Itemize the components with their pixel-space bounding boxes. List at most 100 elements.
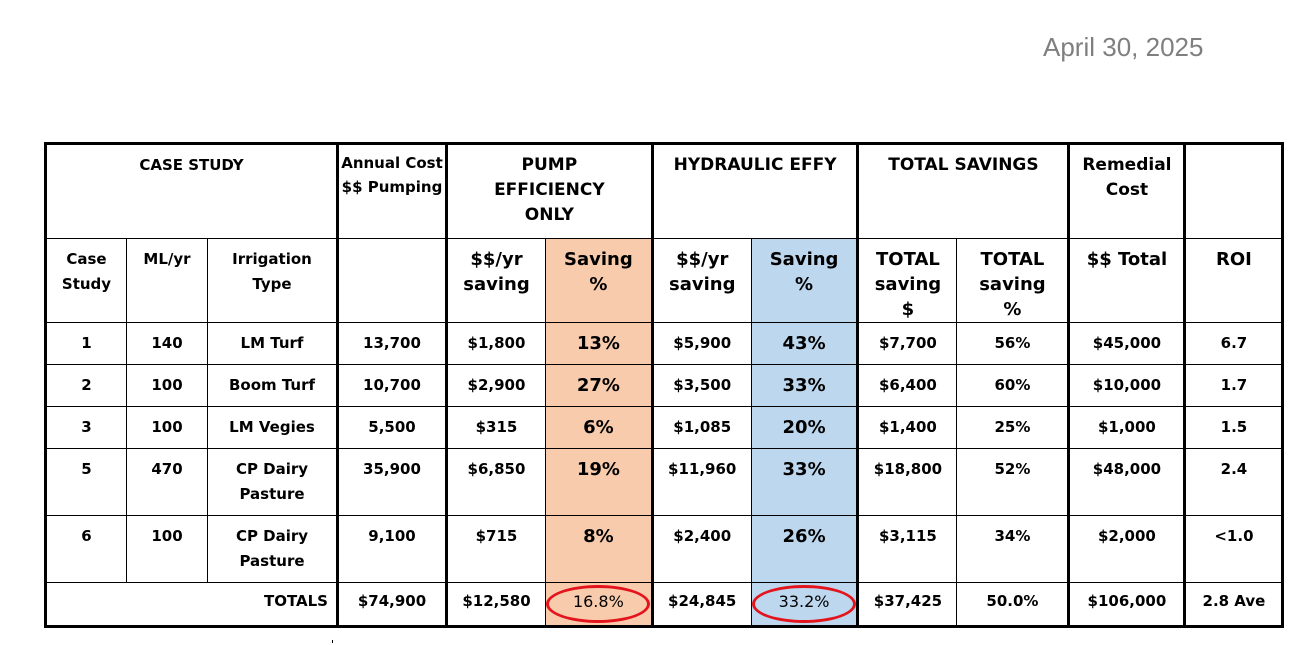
totals-roi: 2.8 Ave [1184,582,1284,627]
cell-case: 6 [45,515,127,583]
header-total-savings: TOTAL SAVINGS [857,143,1071,239]
cell-total-pct: 56% [956,322,1071,365]
cell-hyd-saving: $11,960 [651,448,752,516]
cell-pump-saving: $6,850 [446,448,546,516]
subheader-pump-saving-pct: Saving % [545,238,654,323]
cell-pump-saving: $315 [446,406,546,449]
case-study-table: CASE STUDY Annual Cost $$ Pumping PUMP E… [44,142,1285,628]
cell-case: 5 [45,448,127,516]
cell-hyd-pct: 43% [750,322,860,365]
cell-total-saving: $1,400 [857,406,958,449]
cell-ml: 100 [126,406,208,449]
totals-hyd-pct: 33.2% [778,592,830,611]
cell-pump-saving: $715 [446,515,546,583]
cell-type: LM Vegies [207,406,339,449]
cell-hyd-saving: $5,900 [651,322,752,365]
table-row: 5 470 CP Dairy Pasture 35,900 $6,850 19%… [45,448,1284,516]
header-case-study: CASE STUDY [45,143,339,239]
cell-roi: 2.4 [1184,448,1284,516]
red-circle-annotation [546,585,650,623]
totals-remedial: $106,000 [1068,582,1187,627]
subheader-hyd-saving: $$/yr saving [651,238,752,323]
table-row: 6 100 CP Dairy Pasture 9,100 $715 8% $2,… [45,515,1284,583]
cell-roi: 6.7 [1184,322,1284,365]
stray-mark [332,640,333,643]
cell-type: Boom Turf [207,364,339,407]
subheader-annual-blank [337,238,448,323]
cell-annual: 5,500 [337,406,448,449]
cell-case: 3 [45,406,127,449]
cell-remedial: $45,000 [1068,322,1187,365]
cell-type: CP Dairy Pasture [207,448,339,516]
cell-case: 2 [45,364,127,407]
cell-case: 1 [45,322,127,365]
table-row: 2 100 Boom Turf 10,700 $2,900 27% $3,500… [45,364,1284,407]
cell-hyd-pct: 26% [750,515,860,583]
header-annual-cost: Annual Cost $$ Pumping [337,143,448,239]
cell-pump-pct: 8% [545,515,654,583]
cell-total-pct: 52% [956,448,1071,516]
cell-pump-pct: 27% [545,364,654,407]
cell-ml: 100 [126,364,208,407]
cell-roi: 1.5 [1184,406,1284,449]
totals-label: TOTALS [45,582,339,627]
totals-row: TOTALS $74,900 $12,580 16.8% $24,845 33.… [45,582,1284,627]
subheader-roi: ROI [1184,238,1284,323]
totals-hyd-saving: $24,845 [651,582,752,627]
subheader-total-saving-dollar: TOTAL saving $ [857,238,958,323]
cell-remedial: $1,000 [1068,406,1187,449]
subheader-hyd-saving-pct: Saving % [750,238,860,323]
date-label: April 30, 2025 [1043,32,1204,62]
header-hydraulic-effy: HYDRAULIC EFFY [651,143,860,239]
totals-pump-pct-cell: 16.8% [545,582,654,627]
table-row: 1 140 LM Turf 13,700 $1,800 13% $5,900 4… [45,322,1284,365]
totals-total-pct: 50.0% [956,582,1071,627]
cell-total-saving: $7,700 [857,322,958,365]
cell-roi: 1.7 [1184,364,1284,407]
subheader-total-saving-pct: TOTAL saving % [956,238,1071,323]
table-header-row: CASE STUDY Annual Cost $$ Pumping PUMP E… [45,143,1284,239]
cell-ml: 470 [126,448,208,516]
cell-hyd-saving: $2,400 [651,515,752,583]
cell-pump-saving: $2,900 [446,364,546,407]
subheader-case-study: Case Study [45,238,127,323]
cell-pump-saving: $1,800 [446,322,546,365]
totals-annual: $74,900 [337,582,448,627]
subheader-ml-yr: ML/yr [126,238,208,323]
cell-annual: 13,700 [337,322,448,365]
cell-hyd-saving: $3,500 [651,364,752,407]
cell-pump-pct: 13% [545,322,654,365]
subheader-irrigation-type: Irrigation Type [207,238,339,323]
cell-total-pct: 34% [956,515,1071,583]
cell-pump-pct: 6% [545,406,654,449]
cell-total-saving: $6,400 [857,364,958,407]
cell-annual: 9,100 [337,515,448,583]
subheader-remedial-total: $$ Total [1068,238,1187,323]
cell-hyd-pct: 33% [750,448,860,516]
header-pump-efficiency: PUMP EFFICIENCY ONLY [446,143,654,239]
cell-ml: 100 [126,515,208,583]
cell-total-saving: $3,115 [857,515,958,583]
cell-ml: 140 [126,322,208,365]
cell-total-pct: 25% [956,406,1071,449]
table-row: 3 100 LM Vegies 5,500 $315 6% $1,085 20%… [45,406,1284,449]
header-remedial-cost: Remedial Cost [1068,143,1187,239]
header-blank [1184,143,1284,239]
totals-total-saving: $37,425 [857,582,958,627]
subheader-pump-saving: $$/yr saving [446,238,546,323]
cell-total-saving: $18,800 [857,448,958,516]
totals-pump-saving: $12,580 [446,582,546,627]
cell-type: CP Dairy Pasture [207,515,339,583]
cell-hyd-pct: 20% [750,406,860,449]
cell-annual: 10,700 [337,364,448,407]
cell-hyd-saving: $1,085 [651,406,752,449]
cell-type: LM Turf [207,322,339,365]
cell-annual: 35,900 [337,448,448,516]
table-subheader-row: Case Study ML/yr Irrigation Type $$/yr s… [45,238,1284,323]
cell-total-pct: 60% [956,364,1071,407]
cell-pump-pct: 19% [545,448,654,516]
cell-hyd-pct: 33% [750,364,860,407]
red-circle-annotation [752,585,855,623]
cell-roi: <1.0 [1184,515,1284,583]
cell-remedial: $10,000 [1068,364,1187,407]
